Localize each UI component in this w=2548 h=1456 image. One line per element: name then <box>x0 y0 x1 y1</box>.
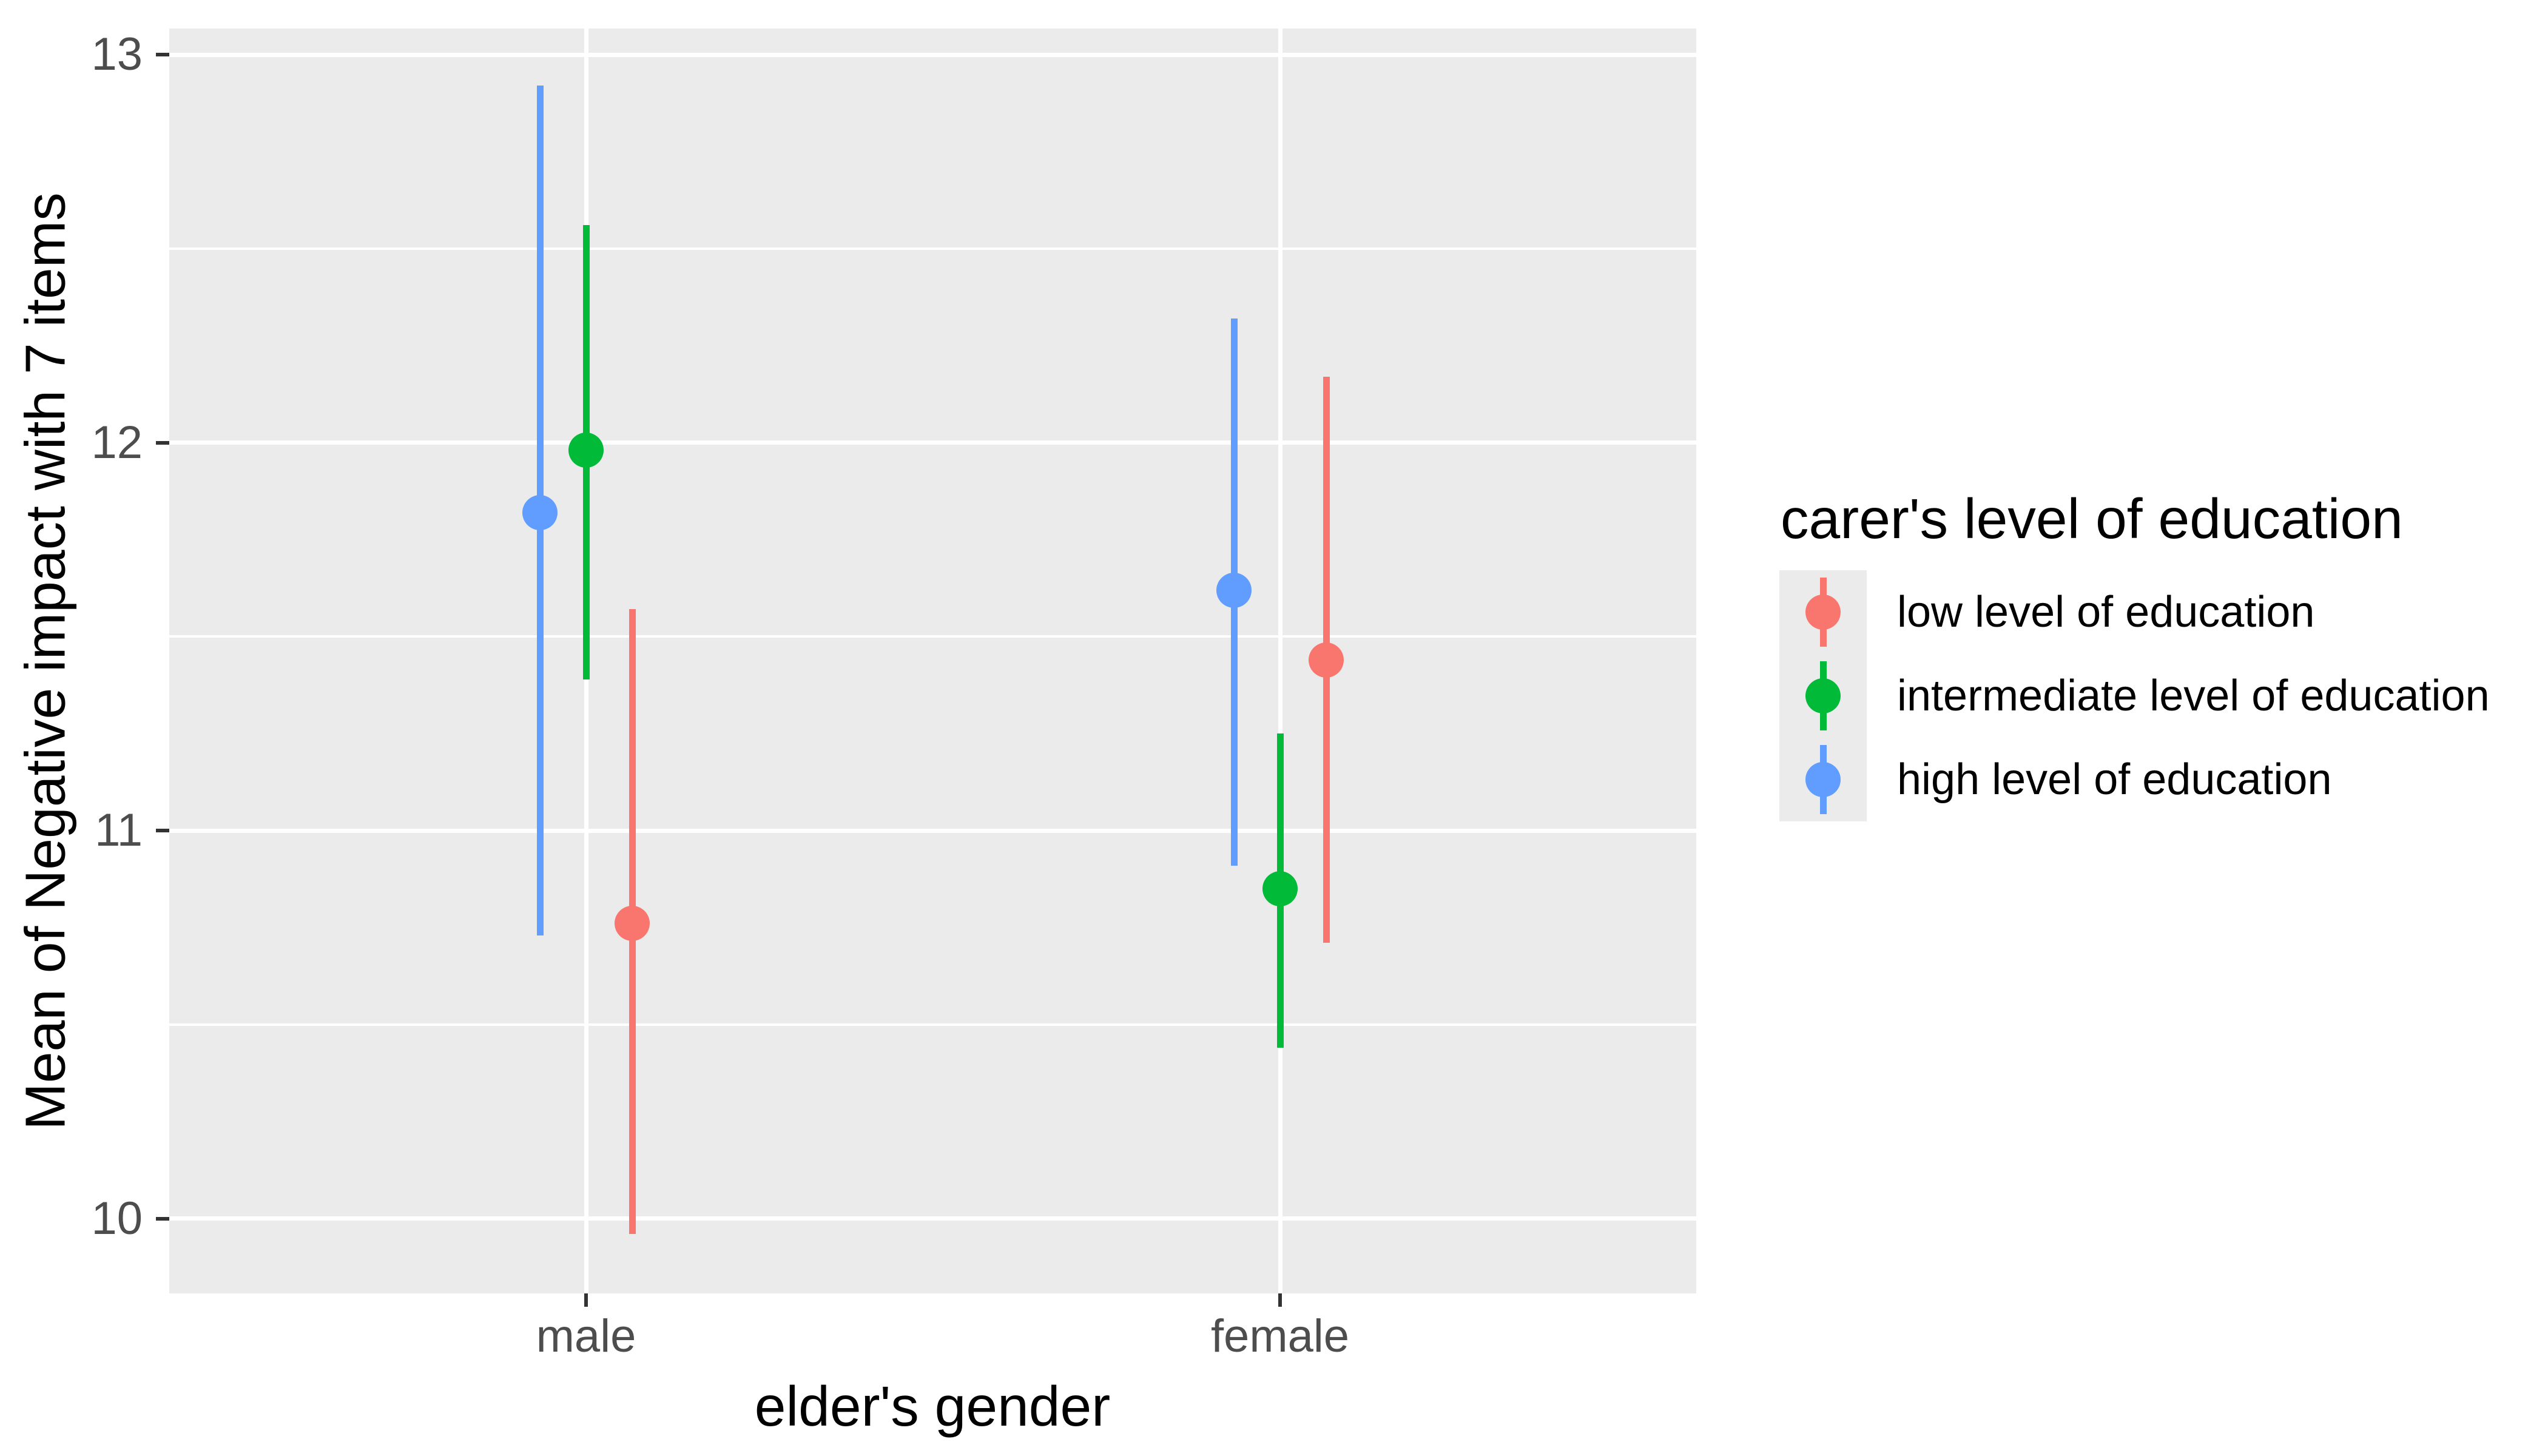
y-tick-mark <box>156 1216 169 1221</box>
x-tick-label: female <box>1210 1310 1350 1362</box>
y-tick-label: 13 <box>91 29 143 80</box>
mean-point-male <box>568 433 604 468</box>
gridline-major-y <box>169 52 1696 57</box>
x-tick-label: male <box>536 1310 636 1362</box>
y-tick-mark <box>156 829 169 832</box>
gridline-major-x <box>1278 29 1282 1293</box>
legend-key-3 <box>1779 738 1867 821</box>
y-tick-mark <box>156 53 169 56</box>
mean-point-male <box>615 906 650 942</box>
plot-panel <box>169 29 1696 1293</box>
x-axis-title: elder's gender <box>754 1375 1111 1438</box>
y-tick-label: 11 <box>95 804 143 856</box>
y-axis-title: Mean of Negative impact with 7 items <box>13 192 77 1130</box>
gridline-major-y <box>169 1216 1696 1221</box>
x-tick-mark <box>1278 1293 1282 1307</box>
mean-point-female <box>1262 871 1298 906</box>
legend-key-1 <box>1779 570 1867 654</box>
mean-point-female <box>1309 642 1344 678</box>
y-tick-label: 12 <box>91 416 143 468</box>
legend-key-dot-icon <box>1805 762 1841 797</box>
x-tick-mark <box>584 1293 588 1307</box>
legend-title: carer's level of education <box>1781 487 2403 550</box>
legend-key-2 <box>1779 654 1867 738</box>
y-tick-label: 10 <box>91 1192 143 1244</box>
legend-label-3: high level of education <box>1897 755 2332 804</box>
gridline-major-y <box>169 440 1696 445</box>
legend-label-2: intermediate level of education <box>1897 672 2490 720</box>
gridline-minor-y <box>169 247 1696 250</box>
mean-point-male <box>522 494 558 530</box>
mean-point-female <box>1216 572 1252 608</box>
gridline-minor-y <box>169 1023 1696 1026</box>
gridline-minor-y <box>169 635 1696 638</box>
legend-label-1: low level of education <box>1897 588 2315 636</box>
legend-key-dot-icon <box>1805 678 1841 713</box>
legend-key-dot-icon <box>1805 595 1841 630</box>
gridline-major-y <box>169 828 1696 833</box>
y-tick-mark <box>156 440 169 445</box>
